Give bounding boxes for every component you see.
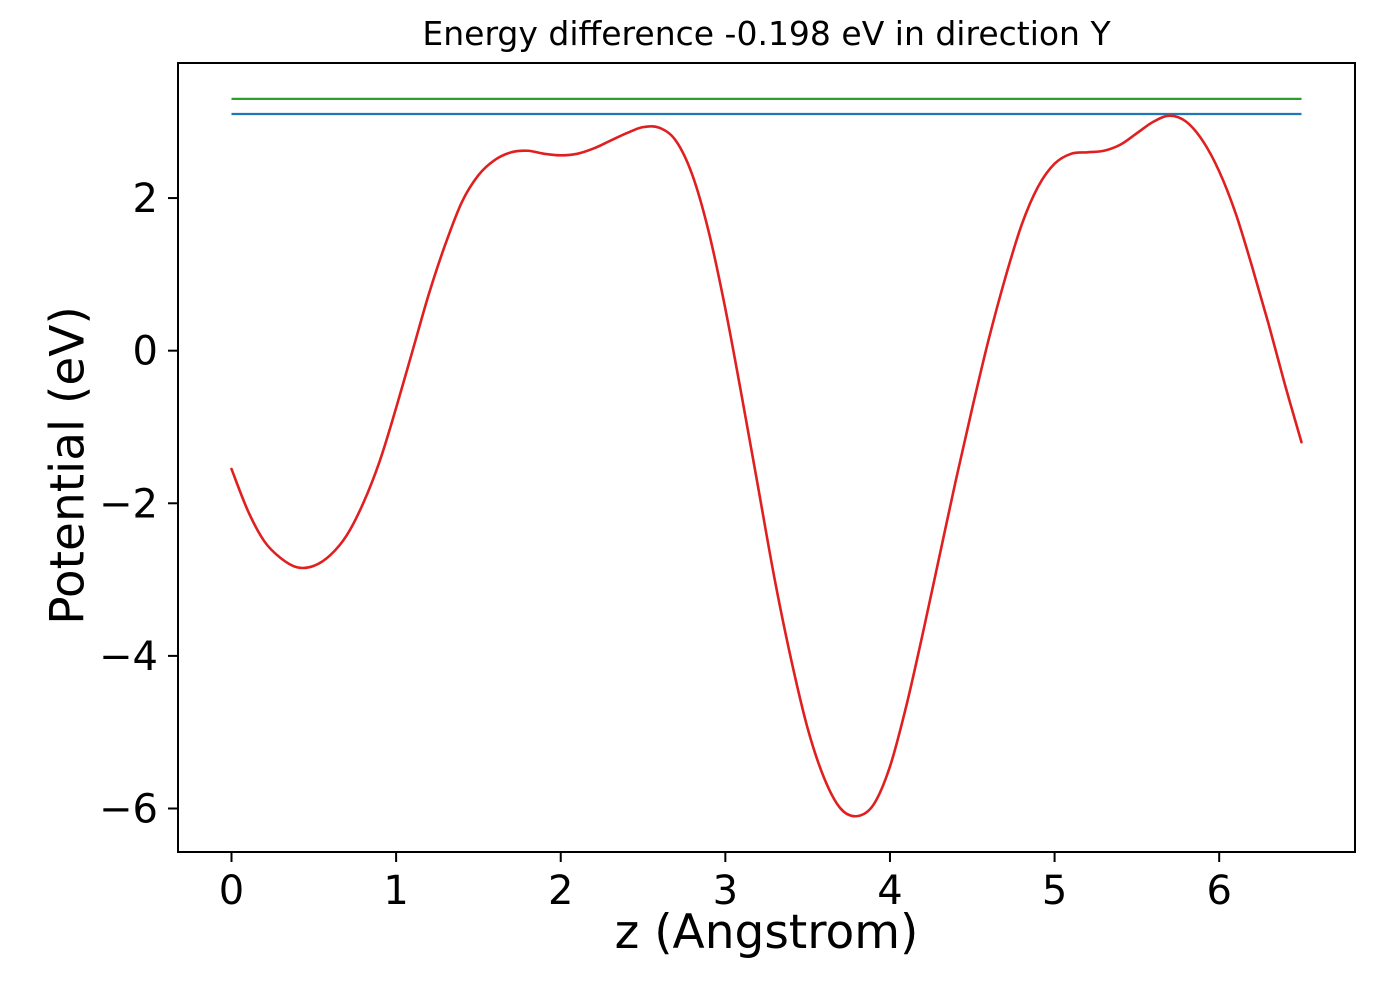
chart-title: Energy difference -0.198 eV in direction… [422,14,1111,53]
x-tick-label: 5 [1042,868,1067,914]
x-tick-label: 2 [548,868,573,914]
plot-border [177,62,1356,853]
potential-curve [230,114,1303,818]
x-tick-label: 3 [713,868,738,914]
y-tick-label: −6 [99,787,158,833]
x-tick-label: 4 [877,868,902,914]
y-tick-label: −4 [99,634,158,680]
x-tick-label: 1 [383,868,408,914]
x-tick-label: 0 [219,868,244,914]
x-axis-label: z (Angstrom) [614,905,919,960]
y-tick-label: −2 [99,481,158,527]
y-tick-label: 2 [133,176,158,222]
y-tick-label: 0 [133,329,158,375]
x-tick-label: 6 [1206,868,1231,914]
